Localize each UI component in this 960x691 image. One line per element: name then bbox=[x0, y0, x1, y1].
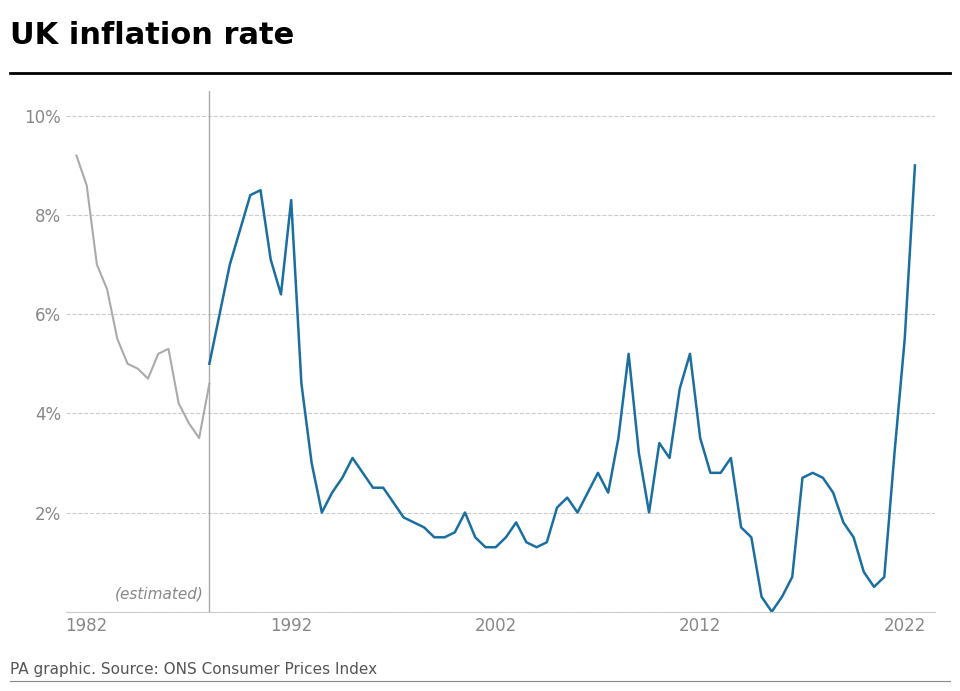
Text: UK inflation rate: UK inflation rate bbox=[10, 21, 294, 50]
Text: (estimated): (estimated) bbox=[114, 587, 204, 602]
Text: PA graphic. Source: ONS Consumer Prices Index: PA graphic. Source: ONS Consumer Prices … bbox=[10, 662, 376, 677]
